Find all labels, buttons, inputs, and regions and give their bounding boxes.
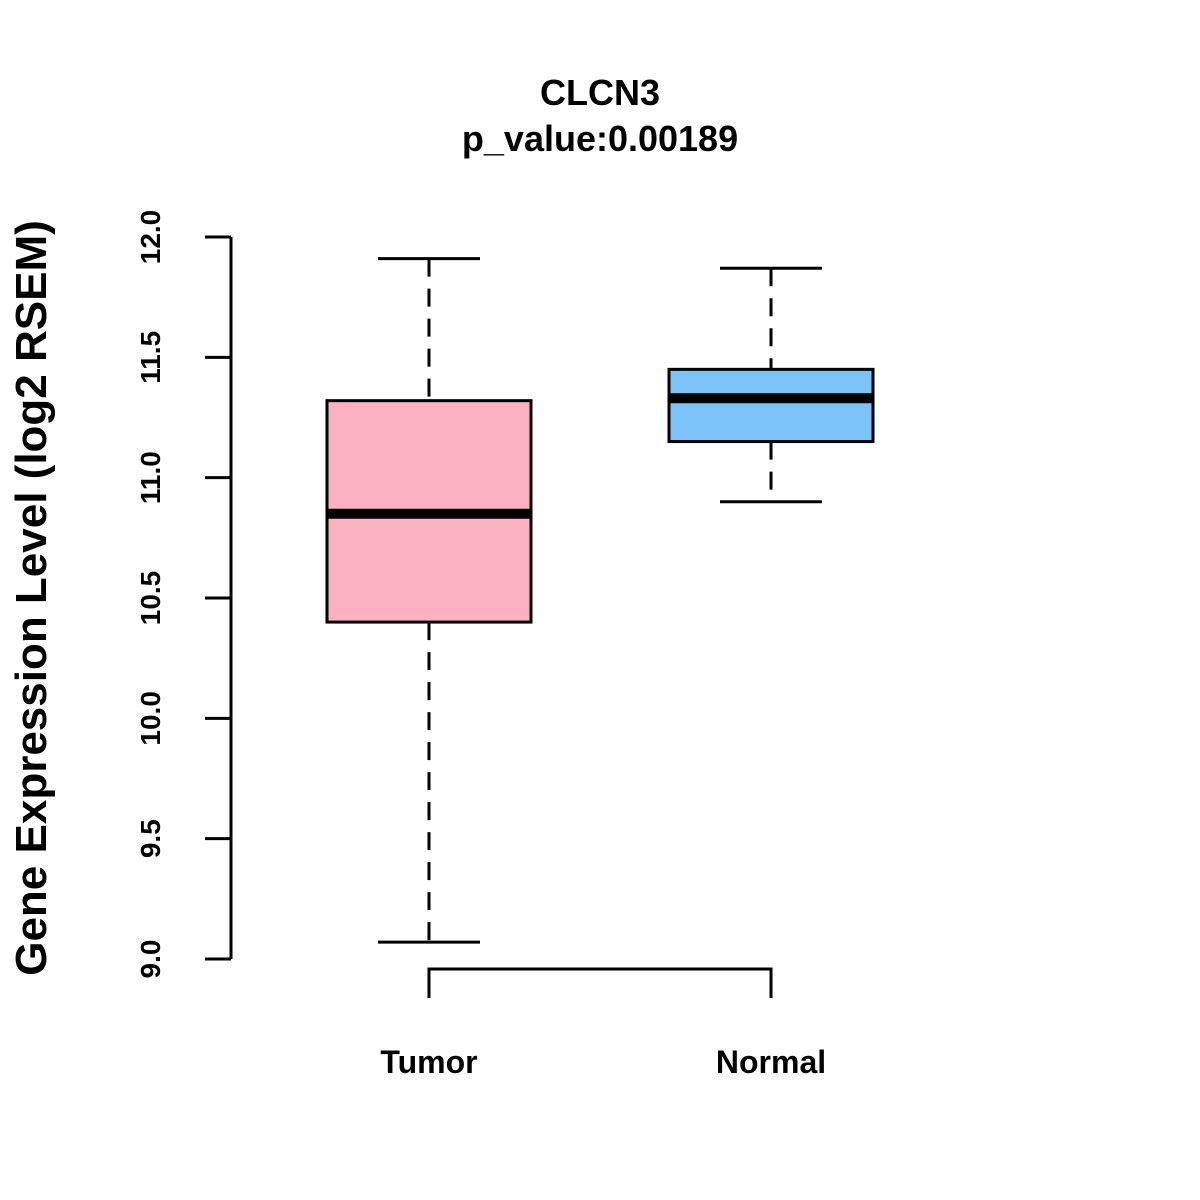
iqr-box xyxy=(667,367,875,444)
y-tick-label: 11.0 xyxy=(135,451,166,504)
box-normal: Normal xyxy=(667,266,875,1080)
bracket-line xyxy=(427,967,773,998)
y-axis: 9.0 9.5 10.0 10.5 11.0 11.5 12.0 xyxy=(135,210,233,979)
chart-subtitle: p_value:0.00189 xyxy=(462,118,738,159)
significance-bracket xyxy=(427,967,773,998)
chart-title: CLCN3 xyxy=(540,72,660,113)
y-tick-label: 9.5 xyxy=(135,819,166,858)
box-group: Tumor Normal xyxy=(325,257,875,1080)
y-tick-label: 11.5 xyxy=(135,331,166,384)
y-tick-label: 10.5 xyxy=(135,571,166,626)
y-tick-label: 9.0 xyxy=(135,940,166,979)
y-axis-label: Gene Expression Level (log2 RSEM) xyxy=(7,220,56,976)
x-category-label: Normal xyxy=(716,1044,826,1080)
box-tumor: Tumor xyxy=(325,257,533,1080)
x-category-label: Tumor xyxy=(380,1044,477,1080)
y-tick-label: 12.0 xyxy=(135,210,166,265)
y-tick-label: 10.0 xyxy=(135,691,166,746)
